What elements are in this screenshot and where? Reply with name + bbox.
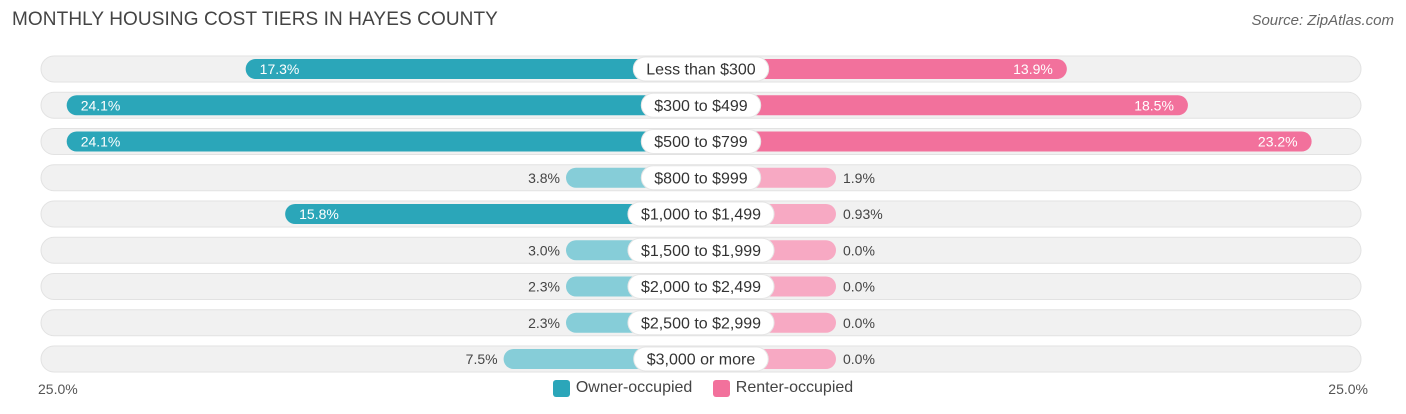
category-label: $2,500 to $2,999 xyxy=(641,315,761,332)
renter-value-label: 1.9% xyxy=(843,170,875,186)
legend-swatch-owner xyxy=(552,379,570,397)
owner-value-label: 15.8% xyxy=(299,206,339,222)
renter-value-label: 0.0% xyxy=(843,351,875,367)
category-label: $1,000 to $1,499 xyxy=(641,207,761,224)
legend: Owner-occupied Renter-occupied xyxy=(0,379,1406,402)
owner-value-label: 2.3% xyxy=(528,315,560,331)
category-label: $1,500 to $1,999 xyxy=(641,243,761,260)
category-pill xyxy=(633,346,769,372)
axis-right-label: 25.0% xyxy=(1328,381,1368,397)
category-label: $300 to $499 xyxy=(654,98,748,115)
owner-value-label: 2.3% xyxy=(528,279,560,295)
owner-value-label: 24.1% xyxy=(81,97,121,113)
owner-bar xyxy=(66,131,702,152)
renter-value-label: 18.5% xyxy=(1134,97,1174,113)
owner-value-label: 3.8% xyxy=(528,170,560,186)
category-pill xyxy=(640,165,762,191)
renter-value-label: 0.0% xyxy=(843,315,875,331)
category-pill xyxy=(627,201,775,227)
owner-value-label: 7.5% xyxy=(466,351,498,367)
legend-label-renter: Renter-occupied xyxy=(735,379,854,396)
legend-item-renter[interactable]: Renter-occupied xyxy=(712,379,854,397)
renter-bar xyxy=(701,59,1067,79)
owner-bar xyxy=(66,95,702,116)
category-pill xyxy=(640,129,762,154)
renter-value-label: 0.0% xyxy=(843,242,875,258)
owner-value-label: 3.0% xyxy=(528,242,560,258)
owner-bar xyxy=(285,204,701,224)
category-pill xyxy=(632,56,770,82)
chart-title: MONTHLY HOUSING COST TIERS IN HAYES COUN… xyxy=(12,9,498,30)
chart-source: Source: ZipAtlas.com xyxy=(1251,12,1394,29)
category-label: $3,000 or more xyxy=(647,352,756,369)
category-label: $500 to $799 xyxy=(654,134,748,151)
owner-bar xyxy=(245,59,701,79)
renter-value-label: 13.9% xyxy=(1013,61,1053,77)
category-label: $2,000 to $2,499 xyxy=(641,279,761,296)
renter-bar xyxy=(701,95,1188,116)
legend-swatch-renter xyxy=(712,379,730,397)
category-label: $800 to $999 xyxy=(654,170,748,187)
renter-value-label: 0.0% xyxy=(843,279,875,295)
legend-item-owner[interactable]: Owner-occupied xyxy=(552,379,693,397)
category-pill xyxy=(640,92,762,118)
owner-value-label: 24.1% xyxy=(81,134,121,150)
category-label: Less than $300 xyxy=(646,62,756,79)
category-pill xyxy=(627,310,775,336)
axis-left-label: 25.0% xyxy=(38,381,78,397)
renter-value-label: 23.2% xyxy=(1258,134,1298,150)
renter-bar xyxy=(701,131,1312,152)
legend-label-owner: Owner-occupied xyxy=(575,379,693,396)
owner-value-label: 17.3% xyxy=(260,61,300,77)
category-pill xyxy=(627,237,775,263)
renter-value-label: 0.93% xyxy=(843,206,883,222)
category-pill xyxy=(627,274,775,299)
